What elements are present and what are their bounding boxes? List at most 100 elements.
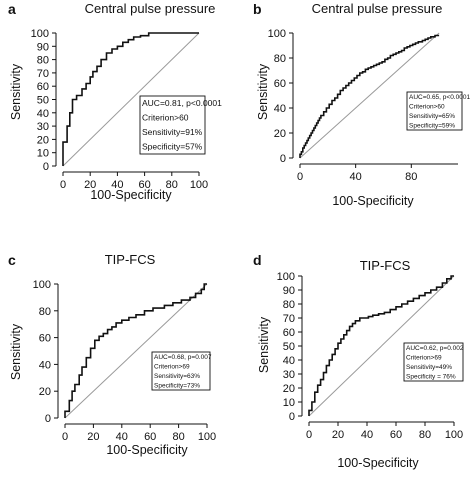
y-tick-label: 30 <box>37 121 49 133</box>
y-tick-label: 60 <box>37 81 49 93</box>
x-tick-label: 20 <box>332 429 344 441</box>
panel-c: c TIP-FCS 0 20 40 60 80 100 0 20 40 60 80 100 100-Spec… <box>8 252 216 457</box>
panel-b: b Central pulse pressure 0 20 40 60 80 100 0 40 80… <box>253 1 470 208</box>
y-tick-label: 50 <box>37 95 49 107</box>
x-tick-label: 60 <box>144 431 156 443</box>
annotation-line: Sensitivity=63% <box>154 373 200 380</box>
y-tick-label: 40 <box>37 108 49 120</box>
y-tick-label: 20 <box>283 383 295 395</box>
x-tick-label: 20 <box>87 431 99 443</box>
y-axis-label: Sensitivity <box>257 316 271 373</box>
roc-curve <box>299 34 440 158</box>
annotation-line: AUC=0.65, p<0.0001 <box>409 94 470 101</box>
y-tick-label: 20 <box>37 134 49 146</box>
y-tick-label: 90 <box>283 285 295 297</box>
roc-curve <box>64 283 207 418</box>
annotation-line: Criterion>69 <box>154 364 190 371</box>
x-tick-label: 0 <box>62 431 68 443</box>
annotation-box: AUC=0.81, p<0.0001 Criterion>60 Sensitivit… <box>139 95 222 155</box>
panel-d: d TIP-FCS 0 10 20 30 40 50 60 70 80 90 100 0 20 40 60 80 1… <box>253 252 464 470</box>
x-tick-label: 100 <box>198 431 216 443</box>
annotation-line: Criterion>69 <box>406 355 442 362</box>
y-tick-label: 70 <box>283 313 295 325</box>
x-axis-label: 100-Specificity <box>106 443 188 457</box>
reference-diagonal-line <box>64 283 208 419</box>
annotation-frame <box>406 91 463 131</box>
y-tick-label: 30 <box>283 369 295 381</box>
y-tick-label: 80 <box>37 55 49 67</box>
roc-curve <box>62 32 199 166</box>
chart-title: TIP-FCS <box>360 258 411 273</box>
y-tick-label: 60 <box>39 333 51 345</box>
annotation-line: Sensitivity=91% <box>142 127 203 137</box>
y-tick-label: 80 <box>39 306 51 318</box>
panel-label: a <box>8 1 16 17</box>
y-tick-label: 0 <box>280 153 286 165</box>
annotation-frame <box>403 342 464 382</box>
annotation-line: Specificity=73% <box>154 383 200 390</box>
y-tick-label: 40 <box>274 103 286 115</box>
x-tick-label: 0 <box>306 429 312 441</box>
roc-curve <box>308 275 454 416</box>
y-tick-label: 90 <box>37 41 49 53</box>
y-tick-label: 0 <box>43 161 49 173</box>
x-tick-label: 60 <box>138 179 150 191</box>
y-axis-label: Sensitivity <box>256 63 270 120</box>
x-axis-label: 100-Specificity <box>332 194 414 208</box>
annotation-line: Specificity=57% <box>142 142 203 152</box>
panel-label: b <box>253 1 262 17</box>
annotation-box: AUC=0.65, p<0.0001 Criterion>60 Sensitivit… <box>406 91 470 131</box>
annotation-line: Specificity = 76% <box>406 374 456 381</box>
y-tick-label: 0 <box>45 413 51 425</box>
annotation-line: AUC=0.62, p=0.002 <box>406 345 464 352</box>
x-tick-label: 0 <box>297 171 303 183</box>
x-tick-label: 80 <box>172 431 184 443</box>
y-tick-label: 10 <box>283 397 295 409</box>
reference-diagonal-line <box>308 275 455 417</box>
y-tick-label: 100 <box>277 271 295 283</box>
annotation-line: Specificity=59% <box>409 123 455 130</box>
chart-title: Central pulse pressure <box>85 1 216 16</box>
y-tick-label: 60 <box>283 327 295 339</box>
x-tick-label: 80 <box>166 179 178 191</box>
annotation-line: Sensitivity=49% <box>406 364 452 371</box>
x-tick-label: 40 <box>350 171 362 183</box>
panel-label: d <box>253 252 262 268</box>
annotation-line: Criterion>60 <box>142 113 189 123</box>
annotation-line: AUC=0.68, p=0.007 <box>154 354 212 361</box>
x-tick-label: 0 <box>60 179 66 191</box>
annotation-frame <box>151 351 211 391</box>
annotation-frame <box>139 95 206 155</box>
y-axis-label: Sensitivity <box>9 323 23 380</box>
annotation-line: Criterion>60 <box>409 104 445 111</box>
y-tick-label: 70 <box>37 68 49 80</box>
chart-title: TIP-FCS <box>105 252 156 267</box>
x-tick-label: 80 <box>419 429 431 441</box>
y-tick-label: 100 <box>268 28 286 40</box>
reference-diagonal-line <box>299 32 440 159</box>
x-tick-label: 40 <box>111 179 123 191</box>
y-tick-label: 100 <box>31 28 49 40</box>
x-tick-label: 20 <box>84 179 96 191</box>
y-axis-label: Sensitivity <box>9 63 23 120</box>
x-axis-label: 100-Specificity <box>337 456 419 470</box>
panel-label: c <box>8 252 16 268</box>
y-tick-label: 80 <box>283 299 295 311</box>
y-tick-label: 60 <box>274 78 286 90</box>
panel-a: a Central pulse pressure01020304050607080… <box>8 1 222 202</box>
x-tick-label: 60 <box>390 429 402 441</box>
y-tick-label: 40 <box>39 359 51 371</box>
annotation-line: AUC=0.81, p<0.0001 <box>142 98 222 108</box>
y-tick-label: 80 <box>274 53 286 65</box>
y-tick-label: 10 <box>37 148 49 160</box>
y-tick-label: 0 <box>289 411 295 423</box>
y-tick-label: 20 <box>274 128 286 140</box>
annotation-box: AUC=0.68, p=0.007 Criterion>69 Sensitivity… <box>151 351 212 391</box>
y-tick-label: 100 <box>33 279 51 291</box>
y-tick-label: 40 <box>283 355 295 367</box>
x-tick-label: 100 <box>190 179 208 191</box>
x-axis-label: 100-Specificity <box>90 188 172 202</box>
annotation-line: Sensitivity=65% <box>409 113 455 120</box>
reference-diagonal-line <box>62 32 200 167</box>
